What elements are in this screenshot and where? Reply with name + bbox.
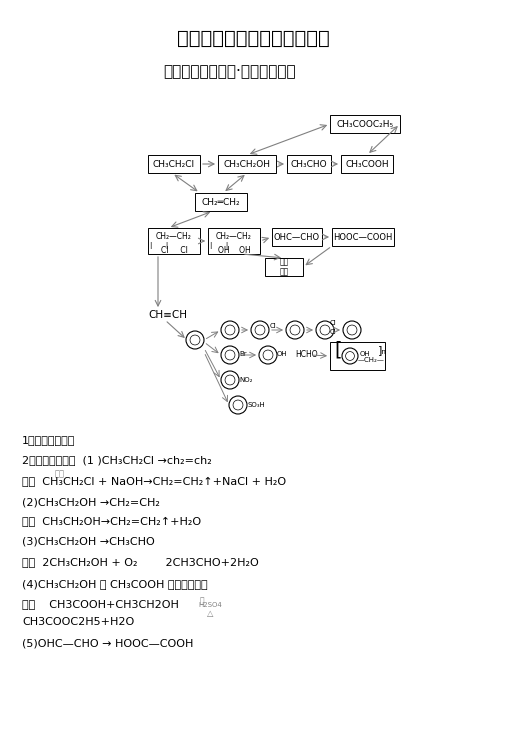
FancyBboxPatch shape (208, 228, 260, 254)
Text: SO₃H: SO₃H (247, 402, 265, 408)
Text: OH: OH (360, 351, 371, 357)
FancyBboxPatch shape (265, 258, 303, 276)
Text: Cl: Cl (330, 320, 337, 326)
Text: 排查落实练十四有机化学基础: 排查落实练十四有机化学基础 (176, 28, 330, 48)
FancyBboxPatch shape (218, 155, 276, 173)
Text: OH: OH (277, 351, 287, 357)
Text: 2．熟记重要反应  (1 )CH₃CH₂Cl →ch₂=ch₂: 2．熟记重要反应 (1 )CH₃CH₂Cl →ch₂=ch₂ (22, 455, 212, 465)
Text: CH₃CH₂OH: CH₃CH₂OH (224, 159, 271, 168)
Text: 浓: 浓 (200, 596, 205, 605)
Text: (3)CH₃CH₂OH →CH₃CHO: (3)CH₃CH₂OH →CH₃CHO (22, 537, 155, 547)
FancyBboxPatch shape (272, 228, 322, 246)
Text: 答案  2CH₃CH₂OH + O₂        2CH3CHO+2H₂O: 答案 2CH₃CH₂OH + O₂ 2CH3CHO+2H₂O (22, 557, 259, 567)
FancyBboxPatch shape (287, 155, 331, 173)
Text: |      |: | | (210, 242, 228, 248)
Text: OHC—CHO: OHC—CHO (274, 233, 320, 242)
Text: CH₃CH₂Cl: CH₃CH₂Cl (153, 159, 195, 168)
Text: Cl: Cl (330, 329, 337, 335)
Text: CH≡CH: CH≡CH (148, 310, 187, 320)
Text: ]ₙ: ]ₙ (378, 345, 387, 355)
Text: —CH₂—: —CH₂— (358, 357, 385, 363)
Text: H2SO4: H2SO4 (198, 602, 222, 608)
Text: HOOC—COOH: HOOC—COOH (333, 233, 393, 242)
Text: CH₂—CH₂: CH₂—CH₂ (216, 231, 252, 241)
FancyBboxPatch shape (195, 193, 247, 211)
Text: CH₂═CH₂: CH₂═CH₂ (202, 197, 240, 206)
Text: (5)OHC—CHO → HOOC—COOH: (5)OHC—CHO → HOOC—COOH (22, 639, 193, 649)
Text: 1．构建知识网络: 1．构建知识网络 (22, 435, 76, 445)
Text: [: [ (334, 340, 342, 360)
Text: Cl: Cl (270, 323, 277, 329)
Text: 环酯
聚酯: 环酯 聚酯 (279, 257, 288, 277)
Text: (4)CH₃CH₂OH 和 CH₃COOH 生成乙酸乙酯: (4)CH₃CH₂OH 和 CH₃COOH 生成乙酸乙酯 (22, 579, 208, 589)
Text: (2)CH₃CH₂OH →CH₂=CH₂: (2)CH₃CH₂OH →CH₂=CH₂ (22, 497, 160, 507)
FancyBboxPatch shape (148, 155, 200, 173)
Text: 一、构建知识网络·熟记重要反应: 一、构建知识网络·熟记重要反应 (164, 64, 296, 79)
FancyBboxPatch shape (330, 342, 385, 370)
Text: |      |: | | (150, 242, 168, 248)
Text: Br: Br (239, 351, 246, 357)
FancyBboxPatch shape (341, 155, 393, 173)
Text: Cl     Cl: Cl Cl (161, 245, 188, 254)
Text: OH    OH: OH OH (218, 245, 250, 254)
Text: CH3COOC2H5+H2O: CH3COOC2H5+H2O (22, 617, 134, 627)
FancyBboxPatch shape (330, 115, 400, 133)
Text: NO₂: NO₂ (239, 377, 252, 383)
Text: CH₃CHO: CH₃CHO (291, 159, 328, 168)
Text: 答案    CH3COOH+CH3CH2OH: 答案 CH3COOH+CH3CH2OH (22, 599, 179, 609)
Text: 答案  CH₃CH₂Cl + NaOH→CH₂=CH₂↑+NaCl + H₂O: 答案 CH₃CH₂Cl + NaOH→CH₂=CH₂↑+NaCl + H₂O (22, 477, 286, 487)
Text: 乙醇: 乙醇 (55, 469, 65, 478)
Text: CH₃COOH: CH₃COOH (345, 159, 389, 168)
FancyBboxPatch shape (148, 228, 200, 254)
Text: HCHO: HCHO (295, 349, 317, 358)
FancyBboxPatch shape (332, 228, 394, 246)
Text: △: △ (207, 609, 213, 618)
Text: 答案  CH₃CH₂OH→CH₂=CH₂↑+H₂O: 答案 CH₃CH₂OH→CH₂=CH₂↑+H₂O (22, 517, 201, 527)
Text: CH₂—CH₂: CH₂—CH₂ (156, 231, 192, 241)
Text: CH₃COOC₂H₅: CH₃COOC₂H₅ (337, 120, 393, 129)
